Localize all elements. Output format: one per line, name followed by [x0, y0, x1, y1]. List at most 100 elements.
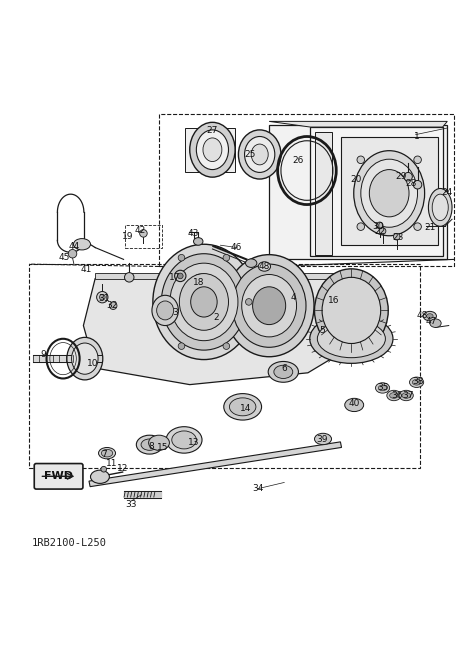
Text: 30: 30 [372, 222, 383, 230]
Circle shape [414, 156, 421, 163]
Ellipse shape [410, 377, 424, 387]
Circle shape [125, 273, 134, 282]
Text: 43: 43 [188, 229, 199, 238]
Text: 7: 7 [101, 450, 107, 458]
Ellipse shape [196, 130, 228, 170]
Text: 2: 2 [213, 312, 219, 322]
Text: 12: 12 [117, 464, 128, 473]
Circle shape [174, 270, 186, 281]
Text: 27: 27 [207, 127, 218, 135]
Ellipse shape [369, 170, 409, 217]
Text: 29: 29 [396, 172, 407, 181]
Ellipse shape [156, 301, 173, 320]
Circle shape [68, 249, 77, 258]
Text: FWD: FWD [44, 471, 73, 481]
Text: 22: 22 [374, 228, 385, 237]
Circle shape [413, 180, 422, 189]
Circle shape [97, 291, 108, 303]
Ellipse shape [251, 144, 268, 165]
Text: 6: 6 [282, 364, 287, 373]
Ellipse shape [318, 320, 385, 358]
Ellipse shape [242, 275, 297, 337]
Text: 23: 23 [392, 233, 403, 242]
Ellipse shape [224, 393, 262, 420]
Circle shape [101, 466, 107, 472]
Text: 31: 31 [98, 293, 109, 303]
Ellipse shape [258, 262, 271, 271]
Polygon shape [341, 137, 438, 245]
Polygon shape [95, 273, 355, 279]
Ellipse shape [432, 194, 448, 220]
Text: 19: 19 [122, 232, 133, 241]
Ellipse shape [253, 287, 286, 324]
Text: 25: 25 [245, 150, 256, 159]
Text: 10: 10 [87, 359, 99, 368]
Ellipse shape [238, 130, 281, 179]
Ellipse shape [190, 123, 235, 177]
Ellipse shape [91, 470, 109, 483]
Ellipse shape [428, 188, 452, 226]
Ellipse shape [315, 269, 388, 352]
Circle shape [246, 299, 252, 306]
Circle shape [178, 255, 185, 261]
Text: 41: 41 [81, 265, 92, 274]
Polygon shape [89, 442, 342, 486]
Text: 45: 45 [59, 253, 70, 261]
Circle shape [109, 302, 117, 310]
Text: 13: 13 [188, 438, 199, 448]
Text: 17: 17 [169, 273, 181, 282]
Ellipse shape [152, 295, 178, 326]
Circle shape [393, 233, 400, 240]
Text: 42: 42 [135, 226, 146, 234]
Text: 36: 36 [391, 391, 402, 400]
Ellipse shape [268, 362, 299, 383]
Ellipse shape [161, 254, 246, 350]
Circle shape [357, 223, 365, 230]
Circle shape [376, 222, 383, 228]
Text: 15: 15 [156, 443, 168, 452]
Circle shape [177, 273, 183, 279]
FancyBboxPatch shape [34, 464, 83, 489]
Ellipse shape [402, 393, 410, 399]
Ellipse shape [310, 314, 393, 363]
Ellipse shape [315, 433, 331, 445]
Text: 44: 44 [68, 242, 80, 251]
Ellipse shape [246, 259, 257, 267]
Ellipse shape [427, 314, 433, 318]
Circle shape [223, 255, 230, 261]
Text: 20: 20 [350, 176, 362, 184]
Text: 48: 48 [417, 311, 428, 320]
Circle shape [178, 343, 185, 350]
Text: 39: 39 [316, 436, 328, 444]
Circle shape [156, 299, 162, 306]
Ellipse shape [179, 273, 228, 330]
Ellipse shape [191, 287, 217, 317]
Ellipse shape [193, 238, 203, 245]
Ellipse shape [430, 319, 441, 328]
Text: 38: 38 [412, 377, 423, 386]
Ellipse shape [361, 159, 418, 227]
Ellipse shape [101, 450, 113, 457]
Text: 18: 18 [192, 277, 204, 287]
Ellipse shape [274, 365, 293, 379]
Ellipse shape [72, 343, 98, 375]
Ellipse shape [170, 263, 238, 340]
Text: 46: 46 [230, 243, 242, 252]
Text: 28: 28 [405, 180, 417, 188]
Ellipse shape [245, 137, 275, 172]
Text: 33: 33 [125, 500, 137, 509]
Text: 1RB2100-L250: 1RB2100-L250 [31, 538, 107, 548]
Polygon shape [315, 132, 331, 255]
Text: 3: 3 [173, 308, 178, 317]
Ellipse shape [137, 436, 163, 454]
Circle shape [404, 172, 412, 181]
Text: 9: 9 [40, 350, 46, 359]
Circle shape [357, 156, 365, 163]
Text: 11: 11 [106, 459, 118, 468]
Ellipse shape [399, 391, 413, 401]
Ellipse shape [232, 264, 306, 347]
Ellipse shape [412, 379, 421, 385]
Ellipse shape [354, 151, 425, 236]
Ellipse shape [172, 431, 196, 449]
Text: 32: 32 [106, 302, 118, 310]
